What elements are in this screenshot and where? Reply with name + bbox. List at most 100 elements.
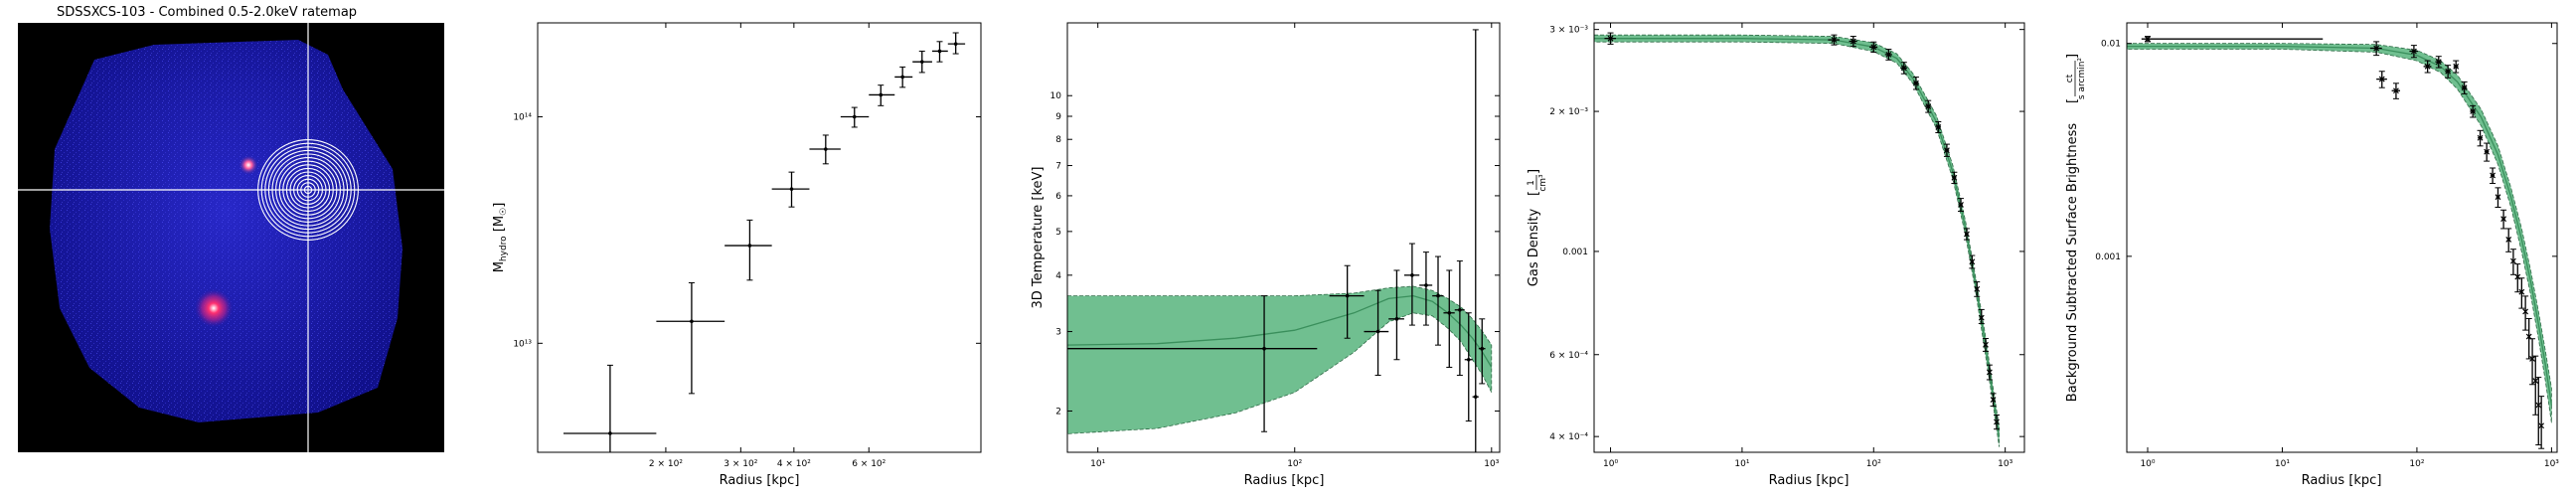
brightness-xtick-label: 10² [2409, 459, 2424, 469]
temperature-axis-ticks: 10¹ 10² 10³ 2 3 4 5 6 7 8 9 10 [1050, 23, 1500, 469]
density-ylabel-num: 1 [1527, 180, 1536, 186]
density-data-point [1982, 337, 1989, 352]
temperature-ytick-label: 4 [1055, 271, 1061, 281]
temperature-xtick-label: 10² [1287, 459, 1302, 469]
brightness-ylabel-main: Background Subtracted Surface Brightness [2065, 123, 2080, 403]
density-xtick-label: 10¹ [1734, 459, 1749, 469]
brightness-plot-frame [2126, 22, 2558, 453]
temperature-data-point [1443, 269, 1455, 368]
point-source [239, 155, 258, 175]
temperature-profile-panel: 10¹ 10² 10³ 2 3 4 5 6 7 8 9 10 Radius [kpc] 3D Temp… [1031, 22, 1501, 488]
mass-ytick-label: 10¹⁴ [513, 113, 532, 123]
density-data-point [1924, 99, 1932, 113]
temperature-data-point [1067, 295, 1318, 432]
brightness-data-point [2376, 71, 2387, 88]
density-model-line [1594, 38, 2001, 437]
brightness-data-point [2532, 355, 2539, 416]
brightness-data-point [2470, 104, 2477, 118]
brightness-profile-panel: 10⁰ 10¹ 10² 10³ 0.01 0.001 Radius [kpc] Backg… [2065, 22, 2559, 488]
mass-data-point [809, 134, 841, 165]
mass-plot-frame [537, 22, 982, 453]
brightness-data-point [2445, 65, 2452, 79]
brightness-ytick-label: 0.01 [2101, 40, 2121, 50]
brightness-data-point [2522, 295, 2529, 331]
density-data-point [1849, 36, 1857, 48]
density-ytick-label: 4 × 10⁻⁴ [1549, 432, 1588, 442]
density-ytick-label: 0.001 [1562, 248, 1588, 257]
mass-data-point [894, 66, 913, 88]
density-ylabel-den: cm³ [1538, 174, 1548, 192]
temperature-ytick-label: 5 [1055, 228, 1061, 238]
brightness-ylabel-num: ct [2065, 74, 2075, 83]
mass-data-point [931, 41, 948, 63]
brightness-ylabel-bracket-close: ] [2065, 54, 2080, 59]
density-axis-ticks: 10⁰ 10¹ 10² 10³ 3 × 10⁻³ 2 × 10⁻³ 0.001 6 × 10⁻… [1549, 23, 2024, 469]
mass-xtick-label: 3 × 10² [724, 459, 757, 469]
temperature-model-band [1067, 285, 1493, 434]
temperature-data-point [1432, 255, 1444, 346]
brightness-data-point [2518, 277, 2525, 309]
density-data-point [1993, 414, 2000, 430]
temperature-data-point [1478, 318, 1486, 385]
temperature-data-points [1067, 29, 1486, 452]
mass-data-point [840, 106, 870, 128]
brightness-data-point [2514, 263, 2521, 293]
mass-data-point [912, 50, 932, 74]
ratemap-noise [50, 40, 402, 422]
brightness-data-point [2500, 209, 2507, 230]
brightness-model-line [2127, 45, 2553, 406]
mass-data-point [563, 364, 657, 452]
density-ylabel-main: Gas Density [1527, 209, 1541, 287]
density-xtick-label: 10⁰ [1603, 459, 1618, 469]
temperature-ytick-label: 2 [1055, 407, 1061, 417]
mass-data-point [947, 32, 966, 55]
brightness-data-point [2141, 36, 2324, 43]
brightness-data-points [2141, 36, 2545, 449]
brightness-ylabel-bracket-open: [ [2065, 98, 2080, 103]
density-ylabel: Gas Density [ 1 cm³ ] [1527, 169, 1548, 286]
density-data-point [1978, 308, 1985, 324]
density-xlabel: Radius [kpc] [1769, 473, 1850, 488]
density-data-point [1969, 254, 1976, 269]
brightness-data-point [2423, 60, 2432, 74]
temperature-data-point [1472, 29, 1479, 452]
density-xtick-label: 10² [1866, 459, 1881, 469]
temperature-ylabel: 3D Temperature [keV] [1031, 167, 1046, 309]
density-data-point [1604, 32, 1617, 45]
mass-profile-panel: 2 × 10² 3 × 10² 4 × 10² 6 × 10² 10¹³ 10¹⁴ Rad… [492, 22, 982, 488]
density-data-point [1951, 171, 1958, 185]
brightness-xtick-label: 10¹ [2275, 459, 2290, 469]
temperature-ytick-label: 9 [1055, 112, 1061, 122]
extended-source [194, 288, 234, 328]
brightness-data-point [2409, 45, 2419, 59]
mass-ytick-label: 10¹³ [513, 339, 532, 349]
brightness-data-point [2505, 228, 2512, 252]
brightness-axis-ticks: 10⁰ 10¹ 10² 10³ 0.01 0.001 [2095, 23, 2559, 469]
temperature-data-point [1403, 243, 1420, 326]
ratemap-panel: SDSSXCS-103 - Combined 0.5-2.0keV ratema… [18, 5, 444, 452]
brightness-ylabel-den: s arcmin² [2077, 58, 2087, 99]
temperature-xlabel: Radius [kpc] [1244, 473, 1325, 488]
brightness-ylabel: Background Subtracted Surface Brightness… [2065, 54, 2087, 402]
brightness-confidence-band [2127, 43, 2552, 423]
brightness-data-point [2529, 338, 2536, 386]
brightness-data-point [2538, 396, 2545, 449]
mass-data-point [656, 281, 725, 395]
mass-axis-ticks: 2 × 10² 3 × 10² 4 × 10² 6 × 10² 10¹³ 10¹⁴ [513, 23, 981, 469]
density-plot-frame [1593, 22, 2025, 453]
mass-xtick-label: 6 × 10² [852, 459, 886, 469]
temperature-plot-frame [1066, 22, 1501, 453]
density-ylabel-bracket-open: [ [1527, 191, 1541, 196]
density-data-point [1990, 393, 1997, 408]
temperature-data-point [1364, 289, 1389, 377]
brightness-data-point [2509, 249, 2516, 275]
mass-xlabel: Radius [kpc] [720, 473, 800, 488]
brightness-model-band [2127, 43, 2553, 423]
mass-data-point [869, 84, 895, 106]
brightness-xtick-label: 10⁰ [2140, 459, 2155, 469]
temperature-data-point [1329, 264, 1365, 339]
temperature-data-point [1388, 269, 1404, 361]
density-profile-panel: 10⁰ 10¹ 10² 10³ 3 × 10⁻³ 2 × 10⁻³ 0.001 6 × 10⁻… [1527, 22, 2025, 488]
mass-xtick-label: 4 × 10² [777, 459, 811, 469]
